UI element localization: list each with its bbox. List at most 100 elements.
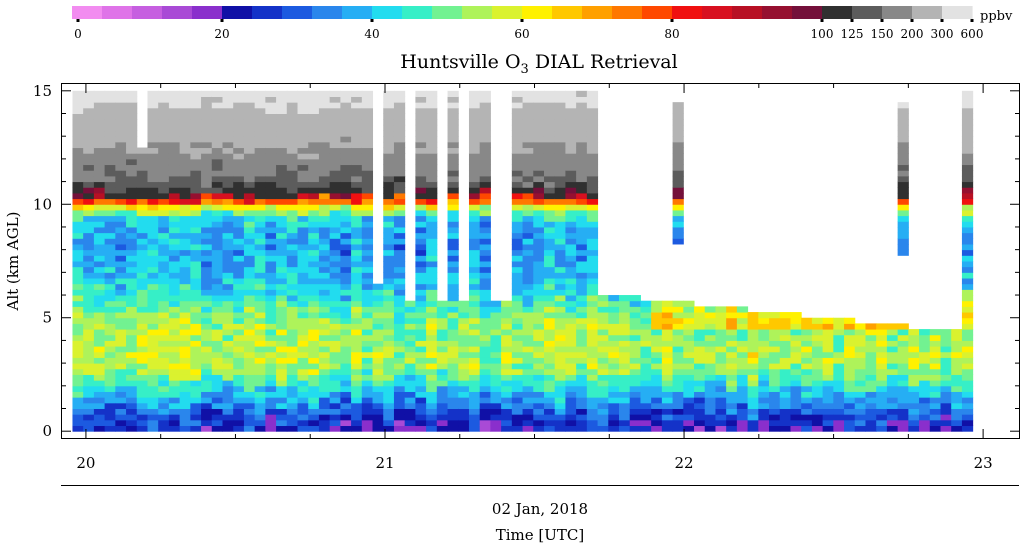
heatmap-cell xyxy=(136,238,148,245)
heatmap-cell xyxy=(233,402,245,409)
heatmap-cell xyxy=(522,329,534,336)
heatmap-cell xyxy=(447,238,459,245)
heatmap-cell xyxy=(351,215,363,222)
heatmap-cell xyxy=(104,124,116,132)
heatmap-cell xyxy=(672,312,684,319)
heatmap-cell xyxy=(383,278,395,285)
heatmap-cell xyxy=(168,164,181,171)
heatmap-cell xyxy=(340,425,352,432)
heatmap-cell xyxy=(222,306,234,313)
heatmap-cell xyxy=(233,130,245,137)
heatmap-cell xyxy=(393,170,406,177)
heatmap-cell xyxy=(554,204,566,211)
heatmap-cell xyxy=(254,340,266,347)
heatmap-cell xyxy=(393,312,406,319)
heatmap-cell xyxy=(351,340,363,347)
heatmap-cell xyxy=(586,414,599,421)
heatmap-cell xyxy=(265,363,277,370)
heatmap-cell xyxy=(758,408,770,415)
heatmap-cell xyxy=(243,136,256,143)
heatmap-cell xyxy=(211,170,223,177)
heatmap-cell xyxy=(736,312,749,319)
heatmap-cell xyxy=(779,419,791,427)
heatmap-cell xyxy=(211,283,223,290)
heatmap-cell xyxy=(640,334,652,341)
heatmap-cell xyxy=(511,124,524,132)
heatmap-cell xyxy=(286,363,299,370)
heatmap-cell xyxy=(522,209,534,217)
heatmap-cell xyxy=(736,363,749,370)
heatmap-cell xyxy=(243,90,256,97)
heatmap-cell xyxy=(361,170,374,177)
heatmap-cell xyxy=(201,226,213,234)
heatmap-cell xyxy=(619,357,631,364)
heatmap-cell xyxy=(929,340,941,347)
heatmap-cell xyxy=(93,215,106,222)
heatmap-cell xyxy=(651,397,663,404)
heatmap-cell xyxy=(586,147,599,154)
heatmap-cell xyxy=(779,380,791,387)
heatmap-cell xyxy=(83,334,95,341)
heatmap-cell xyxy=(243,374,256,381)
heatmap-cell xyxy=(511,90,524,97)
heatmap-cell xyxy=(415,204,427,211)
heatmap-cell xyxy=(372,391,384,398)
heatmap-cell xyxy=(222,164,234,171)
heatmap-cell xyxy=(383,204,395,211)
heatmap-cell xyxy=(201,340,213,347)
heatmap-cell xyxy=(222,351,234,358)
heatmap-cell xyxy=(801,323,813,330)
heatmap-cell xyxy=(168,278,181,285)
heatmap-cell xyxy=(511,283,524,290)
heatmap-cell xyxy=(211,232,223,239)
heatmap-cell xyxy=(393,414,406,421)
heatmap-cell xyxy=(72,124,84,132)
heatmap-cell xyxy=(254,278,266,285)
heatmap-cell xyxy=(576,119,588,126)
heatmap-cell xyxy=(179,153,191,160)
heatmap-cell xyxy=(104,181,116,188)
heatmap-cell xyxy=(254,130,266,137)
heatmap-cell xyxy=(383,261,395,268)
heatmap-cell xyxy=(115,283,127,290)
heatmap-cell xyxy=(179,363,191,370)
heatmap-cell xyxy=(468,351,481,358)
heatmap-cell xyxy=(876,408,888,415)
heatmap-cell xyxy=(136,300,148,307)
heatmap-cell xyxy=(929,374,941,381)
heatmap-cell xyxy=(329,158,341,166)
heatmap-cell xyxy=(190,414,202,421)
colorbar-bin xyxy=(282,6,313,19)
heatmap-cell xyxy=(511,312,524,319)
heatmap-cell xyxy=(522,175,534,183)
heatmap-cell xyxy=(104,391,116,398)
heatmap-cell xyxy=(619,306,631,313)
heatmap-cell xyxy=(115,425,127,432)
heatmap-cell xyxy=(640,306,652,313)
heatmap-cell xyxy=(115,175,127,183)
heatmap-cell xyxy=(479,397,491,404)
heatmap-cell xyxy=(340,130,352,137)
heatmap-cell xyxy=(951,385,963,392)
heatmap-cell xyxy=(704,357,716,364)
heatmap-cell xyxy=(104,368,116,375)
heatmap-cell xyxy=(404,374,416,381)
heatmap-cell xyxy=(201,414,213,421)
heatmap-cell xyxy=(72,317,84,324)
heatmap-cell xyxy=(554,119,566,126)
heatmap-cell xyxy=(511,198,524,205)
heatmap-cell xyxy=(286,158,299,166)
heatmap-cell xyxy=(554,221,566,228)
heatmap-cell xyxy=(844,402,856,409)
heatmap-cell xyxy=(533,397,545,404)
heatmap-cell xyxy=(243,113,256,120)
colorbar-tick xyxy=(820,19,824,22)
heatmap-cell xyxy=(104,90,116,97)
heatmap-cell xyxy=(436,380,449,387)
heatmap-cell xyxy=(522,113,534,120)
heatmap-cell xyxy=(511,113,524,120)
heatmap-cell xyxy=(104,221,116,228)
heatmap-cell xyxy=(158,215,170,222)
heatmap-cell xyxy=(340,414,352,421)
heatmap-cell xyxy=(83,414,95,421)
